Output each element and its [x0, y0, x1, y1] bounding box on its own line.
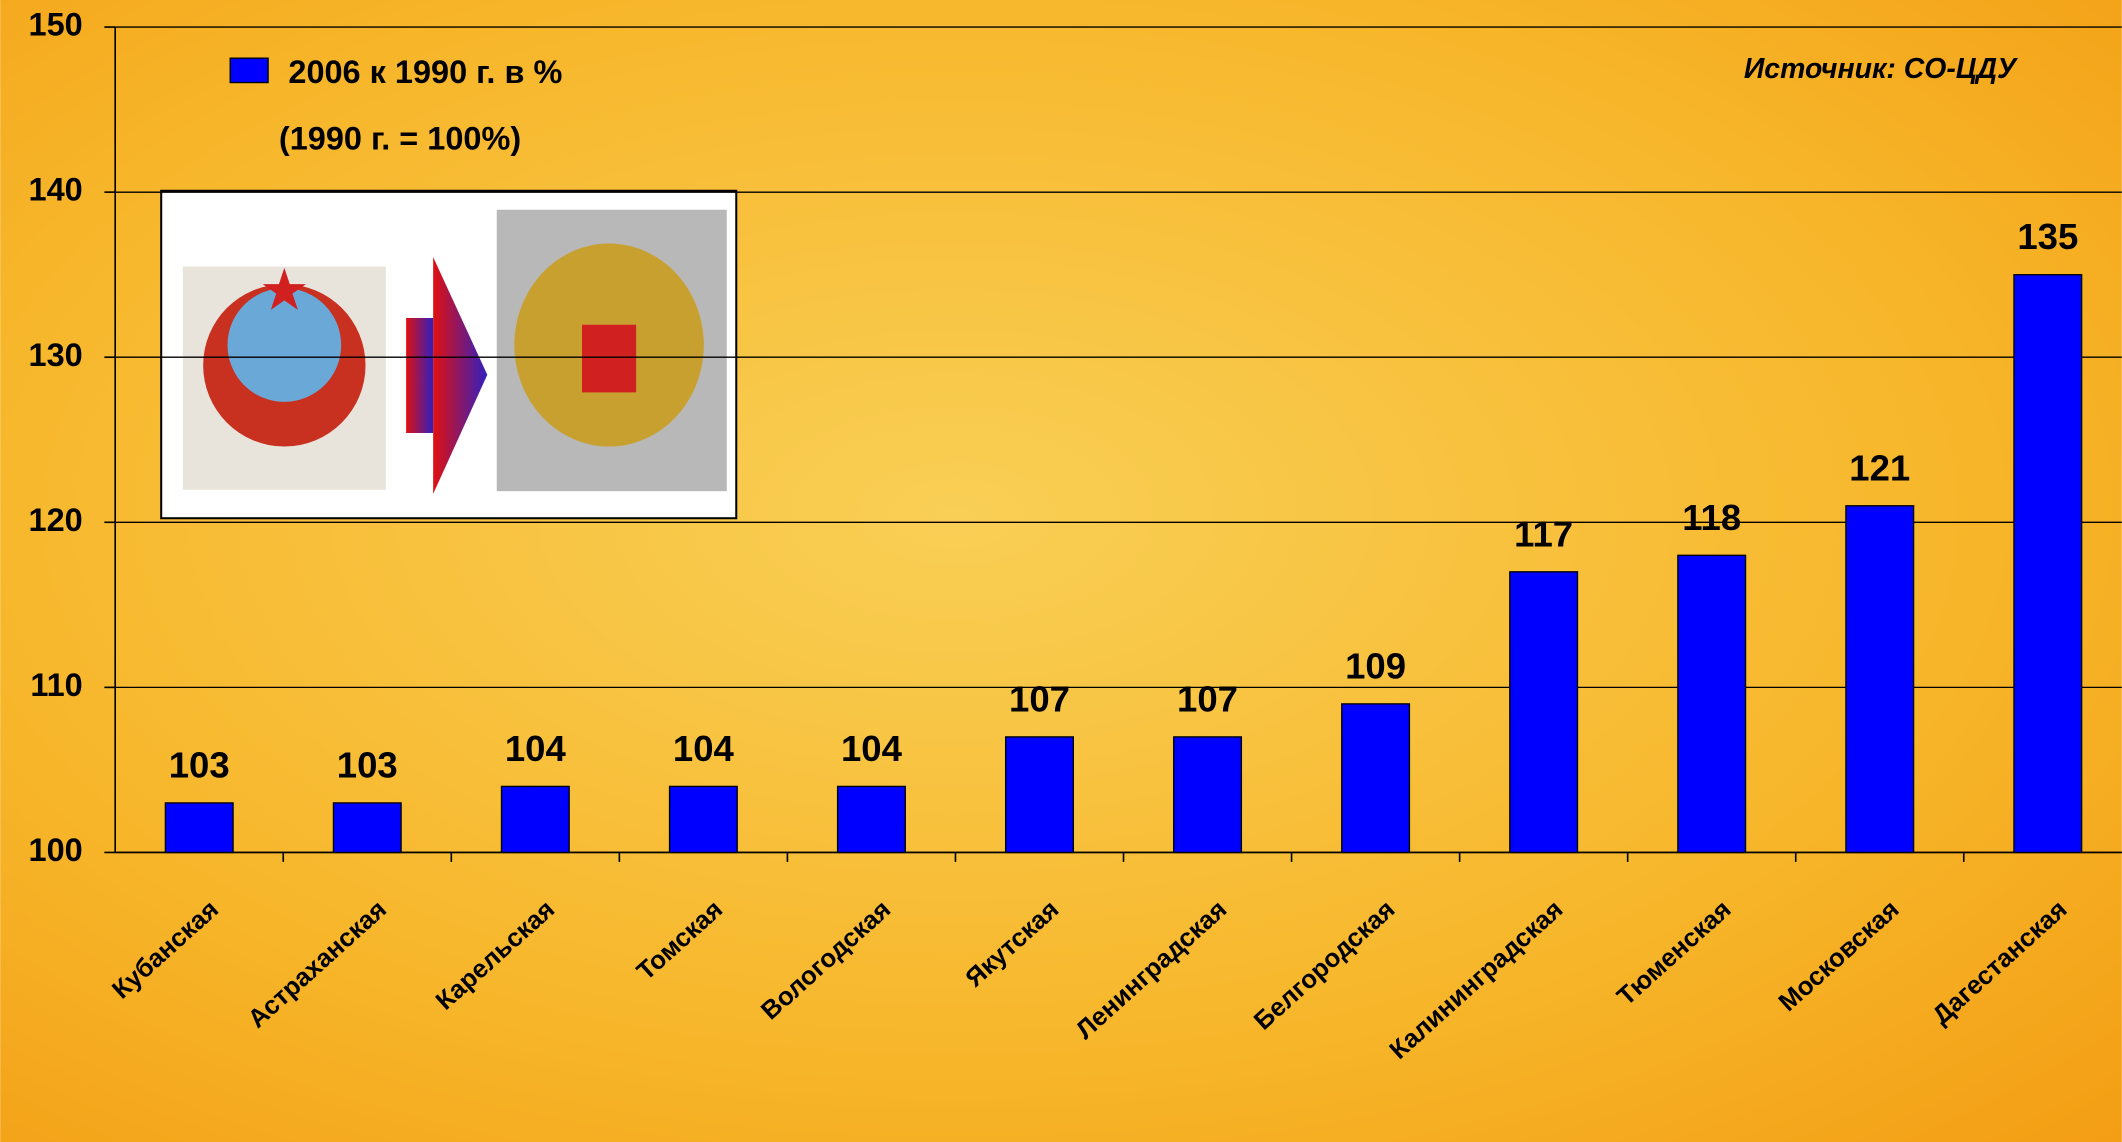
subtitle: (1990 г. = 100%)	[279, 120, 521, 156]
data-label: 107	[1009, 678, 1070, 719]
legend-swatch	[229, 57, 269, 84]
data-label: 104	[505, 728, 567, 769]
bar	[1004, 736, 1074, 854]
bar	[1341, 703, 1411, 854]
legend-label: 2006 к 1990 г. в %	[288, 54, 562, 90]
data-label: 109	[1345, 645, 1406, 686]
data-label: 121	[1849, 447, 1910, 488]
y-tick-label: 110	[30, 667, 82, 703]
bar	[1173, 736, 1243, 854]
bar	[1509, 571, 1579, 854]
bar	[500, 785, 570, 854]
data-label: 103	[169, 744, 230, 785]
data-label: 103	[337, 744, 398, 785]
bar	[1677, 554, 1747, 854]
data-label: 107	[1177, 678, 1238, 719]
bar	[1845, 505, 1915, 854]
emblem-picture	[160, 189, 738, 520]
data-label: 104	[673, 728, 735, 769]
y-tick-label: 120	[29, 502, 83, 538]
bar	[332, 802, 402, 854]
bar	[836, 785, 906, 854]
data-label: 104	[841, 728, 903, 769]
data-label: 118	[1682, 497, 1741, 538]
data-label: 135	[2017, 216, 2078, 257]
bar	[668, 785, 738, 854]
bar	[164, 802, 234, 854]
source-note: Источник: СО-ЦДУ	[1744, 53, 2019, 85]
y-tick-label: 150	[29, 7, 83, 43]
y-tick-label: 140	[29, 172, 83, 208]
y-tick-label: 100	[29, 832, 83, 868]
bar	[2013, 273, 2083, 854]
data-label: 117	[1514, 513, 1573, 554]
y-tick-label: 130	[29, 337, 83, 373]
